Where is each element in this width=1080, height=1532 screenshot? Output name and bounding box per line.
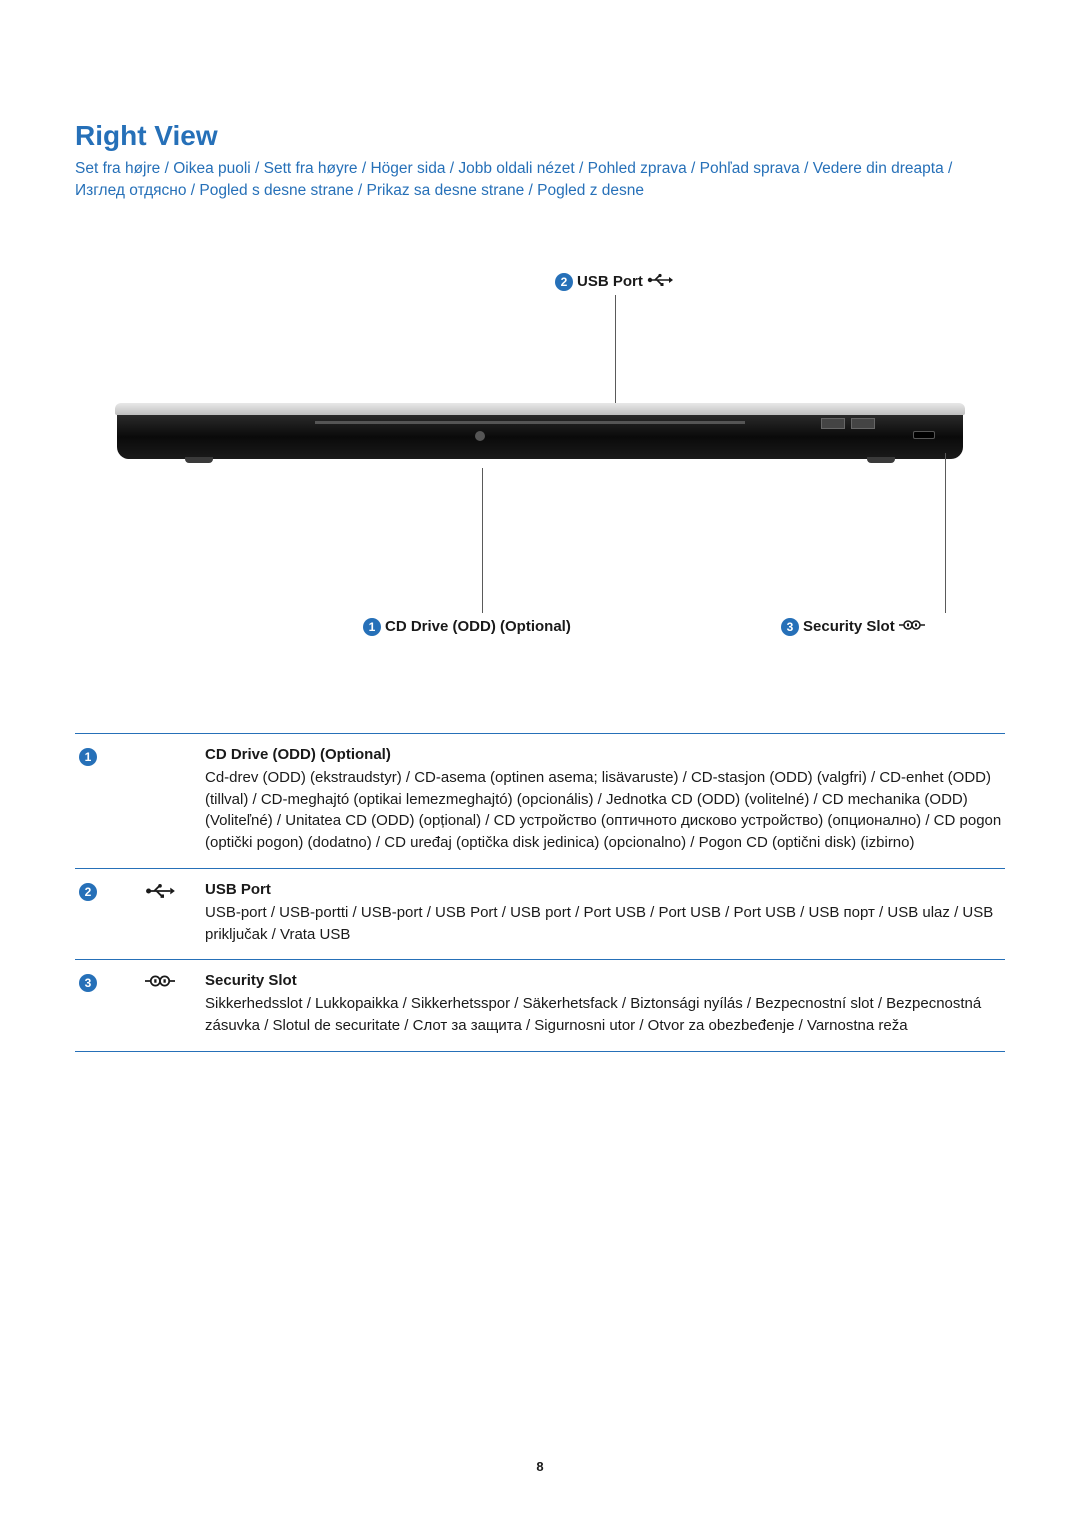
row-description: Sikkerhedsslot / Lukkopaikka / Sikkerhet… xyxy=(205,993,1005,1037)
number-badge-1: 1 xyxy=(79,748,97,766)
row-title: CD Drive (ODD) (Optional) xyxy=(205,746,1005,763)
row-description: Cd-drev (ODD) (ekstraudstyr) / CD-asema … xyxy=(205,767,1005,854)
row-number-cell: 3 xyxy=(75,972,145,1037)
number-badge-2: 2 xyxy=(79,883,97,901)
pointer-line-top xyxy=(615,295,616,405)
laptop-side-illustration xyxy=(115,403,965,463)
callout-cd-label: CD Drive (ODD) (Optional) xyxy=(385,618,571,635)
page-subtitle: Set fra højre / Oikea puoli / Sett fra h… xyxy=(75,158,1005,203)
row-title: Security Slot xyxy=(205,972,1005,989)
row-title: USB Port xyxy=(205,881,1005,898)
callout-security-slot: 3 Security Slot xyxy=(781,618,925,636)
row-icon-cell xyxy=(145,746,205,854)
row-icon-cell xyxy=(145,972,205,1037)
callout-number-2: 2 xyxy=(555,273,573,291)
table-row: 1 CD Drive (ODD) (Optional) Cd-drev (ODD… xyxy=(75,733,1005,868)
pointer-line-odd xyxy=(482,468,483,613)
security-slot-icon xyxy=(145,975,175,992)
table-row: 2 USB Port USB-port / USB-portti / USB-p… xyxy=(75,868,1005,960)
callout-usb-port: 2 USB Port xyxy=(555,273,673,291)
callout-slot-label: Security Slot xyxy=(803,618,895,635)
row-icon-cell xyxy=(145,881,205,946)
usb-icon xyxy=(647,273,673,291)
callout-cd-drive: 1 CD Drive (ODD) (Optional) xyxy=(363,618,571,636)
table-row: 3 Security Slot Sikkerhedsslot / Lukkopa… xyxy=(75,959,1005,1052)
page-title: Right View xyxy=(75,120,1005,152)
spec-table: 1 CD Drive (ODD) (Optional) Cd-drev (ODD… xyxy=(75,733,1005,1052)
callout-usb-label: USB Port xyxy=(577,273,643,290)
callout-number-3: 3 xyxy=(781,618,799,636)
pointer-line-slot xyxy=(945,453,946,613)
security-slot-icon xyxy=(899,618,925,635)
page-number: 8 xyxy=(0,1459,1080,1474)
usb-icon xyxy=(145,886,175,903)
row-number-cell: 1 xyxy=(75,746,145,854)
right-view-diagram: 2 USB Port 1 CD Drive (ODD) (O xyxy=(75,273,1005,663)
callout-number-1: 1 xyxy=(363,618,381,636)
number-badge-3: 3 xyxy=(79,974,97,992)
row-number-cell: 2 xyxy=(75,881,145,946)
row-description: USB-port / USB-portti / USB-port / USB P… xyxy=(205,902,1005,946)
